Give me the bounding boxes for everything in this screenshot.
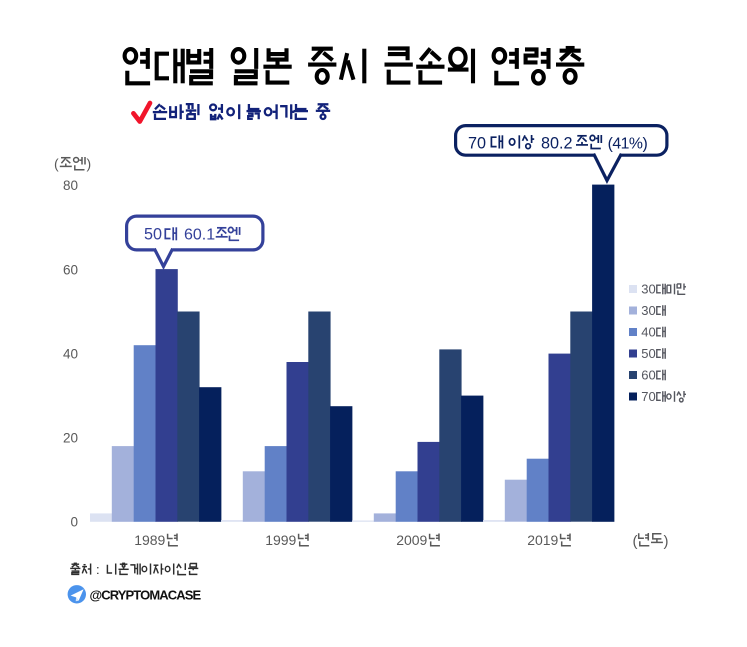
svg-text:80.2: 80.2 (541, 134, 573, 152)
svg-text:50: 50 (641, 346, 655, 361)
svg-text:@CRYPTOMACASE: @CRYPTOMACASE (90, 588, 202, 603)
svg-text:0: 0 (70, 515, 78, 530)
svg-text:80: 80 (63, 178, 78, 193)
svg-text:20: 20 (63, 431, 78, 446)
svg-text:1999: 1999 (265, 532, 296, 548)
svg-text:40: 40 (641, 325, 655, 340)
svg-text:40: 40 (63, 346, 78, 361)
svg-text:2019: 2019 (527, 532, 558, 548)
svg-text:(: ( (633, 533, 638, 550)
svg-text:1989: 1989 (134, 532, 165, 548)
svg-text:70: 70 (641, 389, 655, 404)
svg-text:): ) (87, 156, 92, 172)
svg-text:70: 70 (468, 134, 486, 152)
svg-text:): ) (664, 533, 669, 550)
svg-text::: : (96, 562, 100, 577)
svg-text:30: 30 (641, 282, 655, 297)
svg-text:2009: 2009 (396, 532, 427, 548)
svg-text:60: 60 (63, 262, 78, 277)
svg-text:(41%): (41%) (608, 135, 648, 152)
svg-text:(: ( (54, 156, 59, 172)
svg-text:60: 60 (641, 368, 655, 383)
svg-text:30: 30 (641, 303, 655, 318)
svg-text:60.1: 60.1 (184, 227, 215, 244)
svg-text:50: 50 (144, 226, 162, 244)
